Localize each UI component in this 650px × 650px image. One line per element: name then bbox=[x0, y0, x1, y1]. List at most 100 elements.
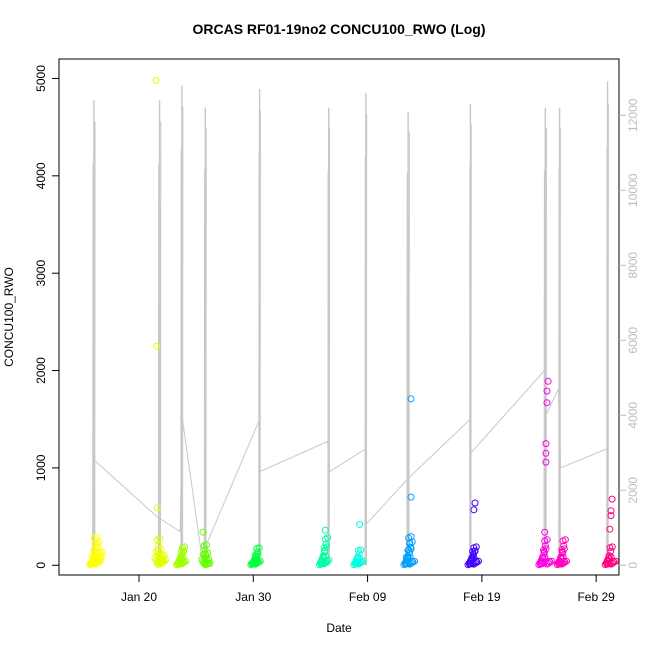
y2-tick-label: 12000 bbox=[626, 98, 640, 132]
chart-title: ORCAS RF01-19no2 CONCU100_RWO (Log) bbox=[192, 21, 485, 37]
data-point bbox=[255, 544, 263, 552]
series-rf07 bbox=[350, 520, 367, 569]
data-point bbox=[206, 559, 214, 567]
data-point bbox=[407, 533, 415, 541]
data-point bbox=[90, 546, 98, 554]
data-point bbox=[402, 553, 410, 561]
data-point bbox=[99, 548, 106, 556]
data-point bbox=[323, 557, 331, 565]
series-rf03 bbox=[173, 543, 190, 569]
data-point bbox=[323, 543, 330, 551]
data-point bbox=[252, 552, 260, 560]
data-point bbox=[604, 556, 611, 564]
data-point bbox=[471, 547, 479, 555]
data-point bbox=[606, 525, 614, 533]
data-point bbox=[152, 76, 160, 84]
data-point bbox=[607, 547, 615, 555]
data-point bbox=[153, 504, 161, 512]
y-tick-label: 5000 bbox=[34, 65, 48, 92]
data-point bbox=[91, 540, 99, 547]
x-tick-label: Jan 30 bbox=[235, 590, 271, 604]
series-rf11 bbox=[553, 536, 570, 569]
data-point bbox=[406, 540, 413, 547]
y2-tick-label: 2000 bbox=[626, 477, 640, 504]
data-point bbox=[605, 552, 613, 560]
y-axis: 0 1000 2000 3000 4000 5000 bbox=[34, 65, 59, 569]
plot-frame bbox=[58, 58, 620, 576]
y2-tick-label: 6000 bbox=[626, 327, 640, 354]
x-tick-label: Jan 20 bbox=[121, 590, 157, 604]
altitude-connector-line bbox=[94, 369, 607, 566]
data-point bbox=[321, 547, 328, 555]
x-tick-label: Feb 09 bbox=[349, 590, 387, 604]
data-point bbox=[156, 535, 164, 543]
data-point bbox=[356, 520, 364, 528]
x-tick-label: Feb 29 bbox=[577, 590, 615, 604]
data-point bbox=[543, 536, 551, 544]
data-point bbox=[407, 493, 415, 501]
data-point bbox=[354, 553, 362, 561]
data-point bbox=[357, 546, 365, 554]
y2-tick-label: 10000 bbox=[626, 173, 640, 207]
data-point bbox=[160, 557, 168, 565]
data-point bbox=[475, 557, 482, 565]
data-point bbox=[548, 557, 556, 565]
data-point bbox=[359, 557, 367, 565]
data-point bbox=[608, 543, 616, 551]
data-point bbox=[256, 557, 264, 565]
data-point bbox=[179, 547, 187, 555]
y-tick-label: 0 bbox=[34, 562, 48, 569]
data-point bbox=[88, 553, 96, 561]
data-point bbox=[561, 536, 569, 544]
data-point bbox=[542, 440, 550, 448]
y-tick-label: 4000 bbox=[34, 162, 48, 189]
data-point bbox=[608, 495, 616, 503]
y-tick-label: 2000 bbox=[34, 357, 48, 384]
data-point bbox=[199, 528, 207, 536]
data-point bbox=[325, 556, 333, 564]
data-point bbox=[470, 506, 478, 514]
y-axis-label: CONCU100_RWO bbox=[2, 267, 16, 367]
series-rf08 bbox=[400, 395, 418, 569]
data-point bbox=[607, 512, 615, 520]
data-point bbox=[471, 499, 479, 507]
series-rf02 bbox=[151, 76, 169, 568]
data-point bbox=[541, 528, 549, 536]
data-point bbox=[322, 540, 330, 548]
data-point bbox=[321, 526, 329, 534]
data-point bbox=[153, 342, 161, 350]
data-point bbox=[407, 395, 415, 403]
data-point bbox=[181, 543, 189, 551]
x-axis: Jan 20 Jan 30 Feb 09 Feb 19 Feb 29 bbox=[121, 575, 615, 604]
y-tick-label: 3000 bbox=[34, 260, 48, 287]
data-point bbox=[254, 548, 261, 556]
series-rf04 bbox=[198, 528, 214, 569]
data-point bbox=[607, 507, 615, 515]
data-points bbox=[86, 76, 620, 569]
data-point bbox=[563, 557, 570, 565]
data-point bbox=[543, 399, 551, 407]
data-point bbox=[182, 557, 190, 565]
data-point bbox=[542, 458, 550, 466]
data-point bbox=[404, 546, 412, 554]
data-point bbox=[157, 545, 165, 553]
series-rf01 bbox=[86, 533, 106, 569]
data-point bbox=[543, 387, 551, 395]
series-rf12 bbox=[601, 495, 620, 569]
altitude-lines bbox=[92, 81, 609, 566]
data-point bbox=[203, 541, 210, 549]
series-rf09 bbox=[464, 499, 482, 569]
data-point bbox=[544, 377, 552, 385]
data-point bbox=[542, 449, 550, 457]
y-tick-label: 1000 bbox=[34, 454, 48, 481]
series-rf06 bbox=[316, 526, 333, 569]
series-rf05 bbox=[247, 544, 264, 569]
data-point bbox=[355, 550, 363, 558]
data-point bbox=[469, 552, 477, 560]
series-rf10 bbox=[535, 377, 556, 569]
y-axis-right: 0 2000 4000 6000 8000 10000 12000 bbox=[619, 98, 640, 569]
y2-tick-label: 4000 bbox=[626, 402, 640, 429]
data-point bbox=[178, 552, 186, 560]
y2-tick-label: 8000 bbox=[626, 252, 640, 279]
data-point bbox=[472, 543, 480, 551]
